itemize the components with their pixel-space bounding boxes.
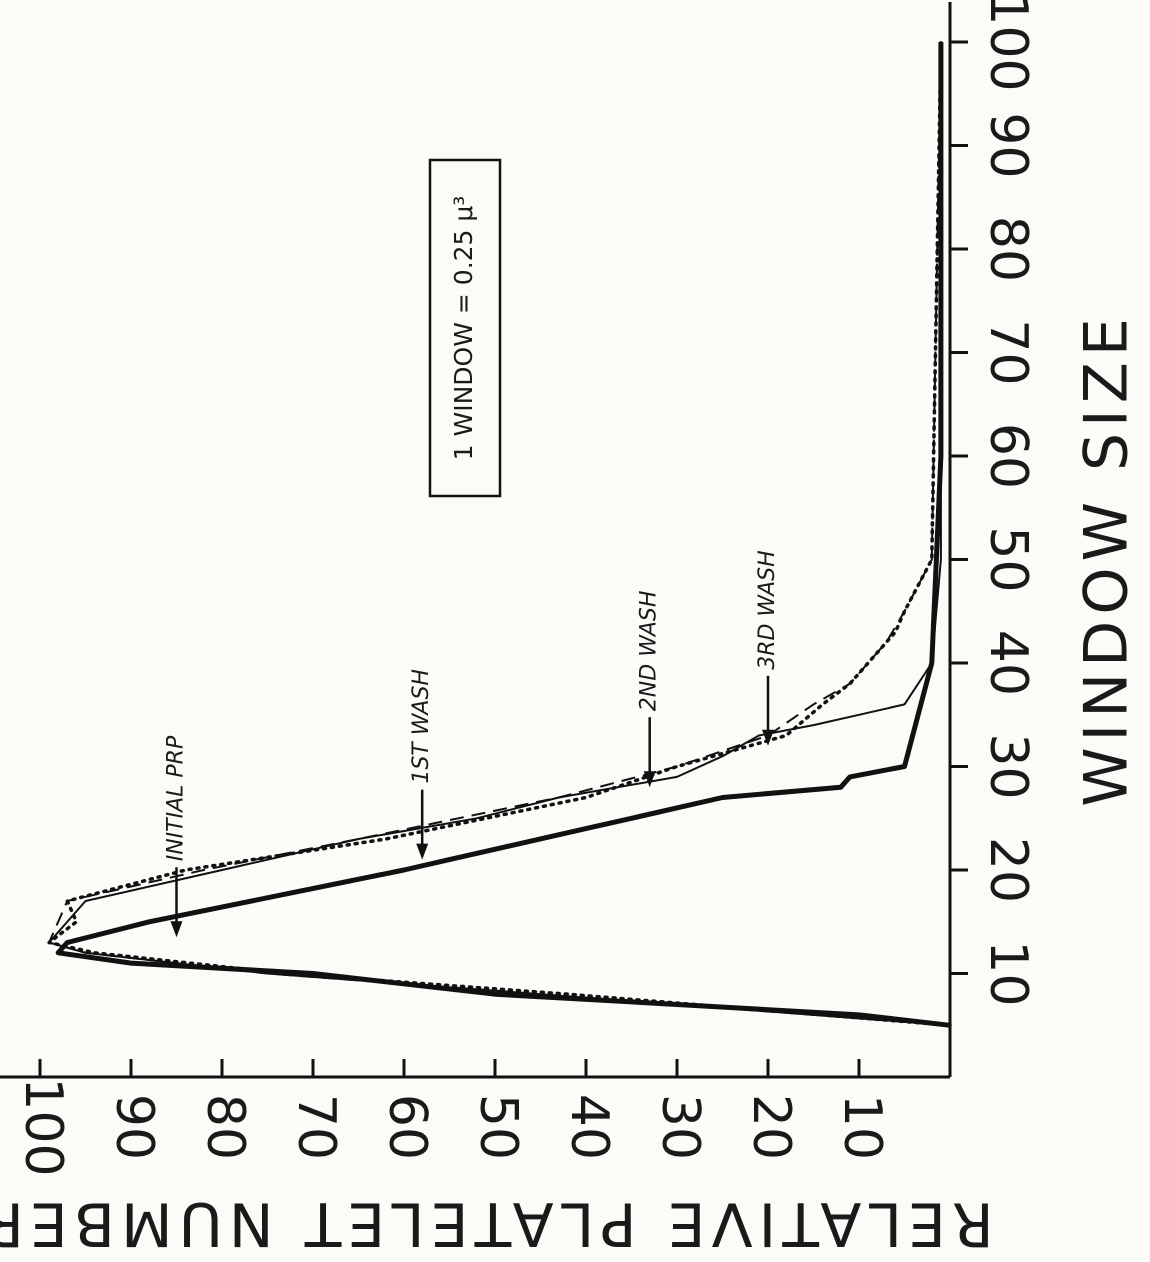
y-tick-label: 60	[377, 1094, 437, 1160]
annotations: INITIAL PRP 1ST WASH 2ND WASH 3RD WASH	[164, 550, 780, 938]
unit-box-frame	[428, 158, 502, 498]
y-tick-label: 40	[559, 1094, 619, 1160]
x-tick-label: 10	[978, 940, 1038, 1006]
x-tick-label: 30	[978, 733, 1038, 799]
annotation-label: 1ST WASH	[409, 669, 434, 784]
y-tick-label: 50	[468, 1094, 528, 1160]
y-axis-title: RELATIVE PLATELET NUMBER	[0, 1188, 994, 1258]
annotation-arrowhead	[643, 771, 656, 788]
x-tick-label: 50	[978, 526, 1038, 592]
series-initial-prp	[55, 42, 951, 1028]
y-tick-label: 70	[286, 1094, 346, 1160]
x-tick-label: 20	[978, 837, 1038, 903]
annotation-label: 2ND WASH	[637, 591, 662, 712]
window-unit-box: 1 WINDOW = 0.25 μ³	[428, 158, 502, 498]
y-tick-label: 10	[832, 1094, 892, 1160]
annotation-arrowhead	[416, 843, 429, 860]
y-tick-label: 80	[195, 1094, 255, 1160]
x-tick-label: 80	[978, 216, 1038, 282]
y-tick-label: 100	[13, 1077, 73, 1176]
annotation-label: INITIAL PRP	[164, 735, 189, 861]
series-2nd-wash	[48, 41, 951, 1027]
x-tick-label: 60	[978, 423, 1038, 489]
y-tick-label: 90	[104, 1094, 164, 1160]
annotation-arrowhead	[762, 729, 774, 746]
x-axis-title: WINDOW SIZE	[1072, 312, 1142, 807]
y-tick-label: 20	[741, 1094, 801, 1160]
x-tick-label: 40	[978, 630, 1038, 696]
x-tick-label: 70	[978, 319, 1038, 385]
series-3rd-wash	[47, 40, 952, 1028]
y-tick-label: 30	[650, 1094, 710, 1160]
annotation-arrowhead	[170, 921, 183, 938]
unit-box-label: 1 WINDOW = 0.25 μ³	[449, 196, 478, 461]
series-layer	[47, 40, 952, 1028]
x-tick-label: 90	[978, 112, 1038, 178]
annotation-label: 3RD WASH	[755, 550, 780, 669]
x-tick-label: 100	[978, 0, 1038, 92]
